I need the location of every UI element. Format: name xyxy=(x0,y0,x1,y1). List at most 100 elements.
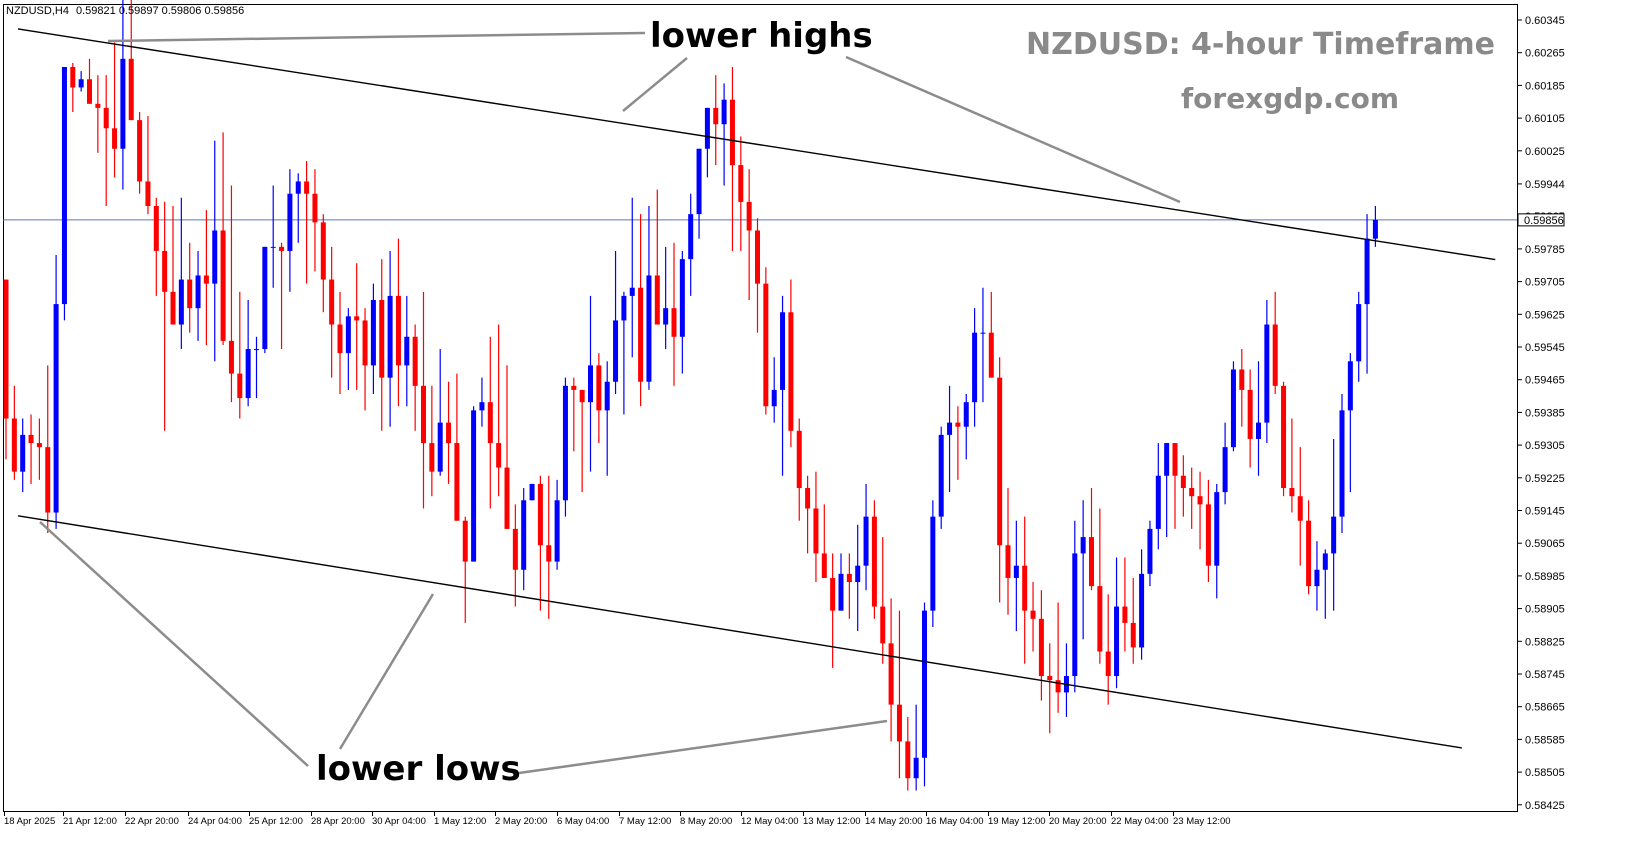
bullish-candle xyxy=(938,434,944,517)
bearish-candle xyxy=(512,528,518,570)
bullish-candle xyxy=(20,434,26,472)
bearish-candle xyxy=(1289,488,1295,497)
lower-trendline[interactable] xyxy=(17,515,1462,749)
bullish-candle xyxy=(613,320,619,382)
price-tick-label: 0.59225 xyxy=(1525,473,1565,485)
bearish-candle xyxy=(329,279,335,325)
bearish-candle xyxy=(95,103,101,108)
bullish-candle xyxy=(120,58,126,149)
price-tick-label: 0.59145 xyxy=(1525,506,1565,518)
price-tick-label: 0.58985 xyxy=(1525,571,1565,583)
price-tick-label: 0.60185 xyxy=(1525,80,1565,92)
bearish-candle xyxy=(1189,488,1195,497)
bullish-candle xyxy=(1356,304,1362,362)
time-axis[interactable]: 18 Apr 2025 21 Apr 12:00 22 Apr 20:00 24 Ap… xyxy=(4,812,1231,827)
bearish-candle xyxy=(103,107,109,129)
bullish-candle xyxy=(947,422,953,435)
bearish-candle xyxy=(955,422,961,427)
website-label: forexgdp.com xyxy=(1181,82,1399,115)
bearish-candle xyxy=(87,79,92,104)
bullish-candle xyxy=(1147,528,1153,574)
price-tick-label: 0.58745 xyxy=(1525,669,1565,681)
bearish-candle xyxy=(1097,586,1103,652)
price-tick-label: 0.60345 xyxy=(1525,15,1565,27)
bullish-candle xyxy=(254,349,259,351)
upper-trendline[interactable] xyxy=(17,28,1496,261)
bearish-candle xyxy=(1239,369,1245,390)
bullish-candle xyxy=(554,500,560,562)
bullish-candle xyxy=(1222,447,1228,493)
bullish-candle xyxy=(1256,422,1261,439)
pointer-low-3 xyxy=(518,719,888,775)
bearish-candle xyxy=(362,320,368,366)
bullish-candle xyxy=(61,67,67,305)
bearish-candle xyxy=(379,299,385,378)
price-tick-label: 0.59305 xyxy=(1525,440,1565,452)
bullish-candle xyxy=(696,148,702,215)
bullish-candle xyxy=(838,573,844,611)
bearish-candle xyxy=(905,741,911,779)
time-tick-label: 28 Apr 20:00 xyxy=(311,816,365,827)
bullish-candle xyxy=(471,410,477,562)
pointer-high-1 xyxy=(107,31,646,43)
bullish-candle xyxy=(295,181,301,194)
price-tick-label: 0.58425 xyxy=(1525,800,1565,812)
bearish-candle xyxy=(788,312,794,431)
price-tick-label: 0.59705 xyxy=(1525,277,1565,289)
bearish-candle xyxy=(454,443,460,521)
bearish-candle xyxy=(537,483,543,546)
price-tick-label: 0.58665 xyxy=(1525,702,1565,714)
bullish-candle xyxy=(521,500,527,570)
bearish-candle xyxy=(337,324,343,354)
time-tick-label: 19 May 12:00 xyxy=(988,816,1046,827)
bearish-candle xyxy=(880,606,886,644)
bullish-candle xyxy=(688,214,694,260)
bearish-candle xyxy=(1130,622,1136,648)
bullish-candle xyxy=(387,295,393,378)
bearish-candle xyxy=(763,283,769,407)
price-tick-label: 0.59625 xyxy=(1525,309,1565,321)
chart-title: NZDUSD: 4-hour Timeframe xyxy=(1026,27,1495,62)
bearish-candle xyxy=(304,181,310,194)
bullish-candle xyxy=(721,99,727,125)
bearish-candle xyxy=(412,336,418,386)
current-price-label: 0.59856 xyxy=(1524,215,1564,227)
bearish-candle xyxy=(638,287,644,382)
bearish-candle xyxy=(421,385,426,444)
bullish-candle xyxy=(1347,361,1353,411)
time-tick-label: 6 May 04:00 xyxy=(557,816,609,827)
bearish-candle xyxy=(153,205,159,251)
bearish-candle xyxy=(755,230,760,284)
bearish-candle xyxy=(1089,537,1094,587)
bearish-candle xyxy=(354,316,360,321)
bullish-candle xyxy=(980,332,986,334)
candlestick-series xyxy=(3,0,1378,791)
price-axis[interactable]: 0.60345 0.60265 0.60185 0.60105 0.60025 0.599… xyxy=(1517,15,1565,812)
bearish-candle xyxy=(888,643,894,705)
bearish-candle xyxy=(11,418,17,472)
bullish-candle xyxy=(930,516,936,611)
bearish-candle xyxy=(320,222,326,280)
bullish-candle xyxy=(370,299,376,366)
bearish-candle xyxy=(446,422,452,444)
pointer-low-1 xyxy=(39,521,309,767)
bearish-candle xyxy=(1247,389,1253,439)
bearish-candle xyxy=(1272,324,1278,386)
bullish-candle xyxy=(646,275,652,382)
bearish-candle xyxy=(462,520,468,562)
bearish-candle xyxy=(846,573,852,583)
lower-highs-label: lower highs xyxy=(650,16,873,56)
bearish-candle xyxy=(988,332,994,378)
bullish-candle xyxy=(53,304,59,513)
bullish-candle xyxy=(1314,569,1320,587)
bullish-candle xyxy=(1164,443,1170,476)
price-tick-label: 0.59465 xyxy=(1525,375,1565,387)
price-tick-label: 0.59545 xyxy=(1525,342,1565,354)
bearish-candle xyxy=(237,373,243,399)
bearish-candle xyxy=(279,246,285,251)
bearish-candle xyxy=(1047,676,1053,681)
bullish-candle xyxy=(404,336,410,366)
current-price-tag: 0.59856 xyxy=(1517,213,1565,227)
bearish-candle xyxy=(36,443,42,448)
